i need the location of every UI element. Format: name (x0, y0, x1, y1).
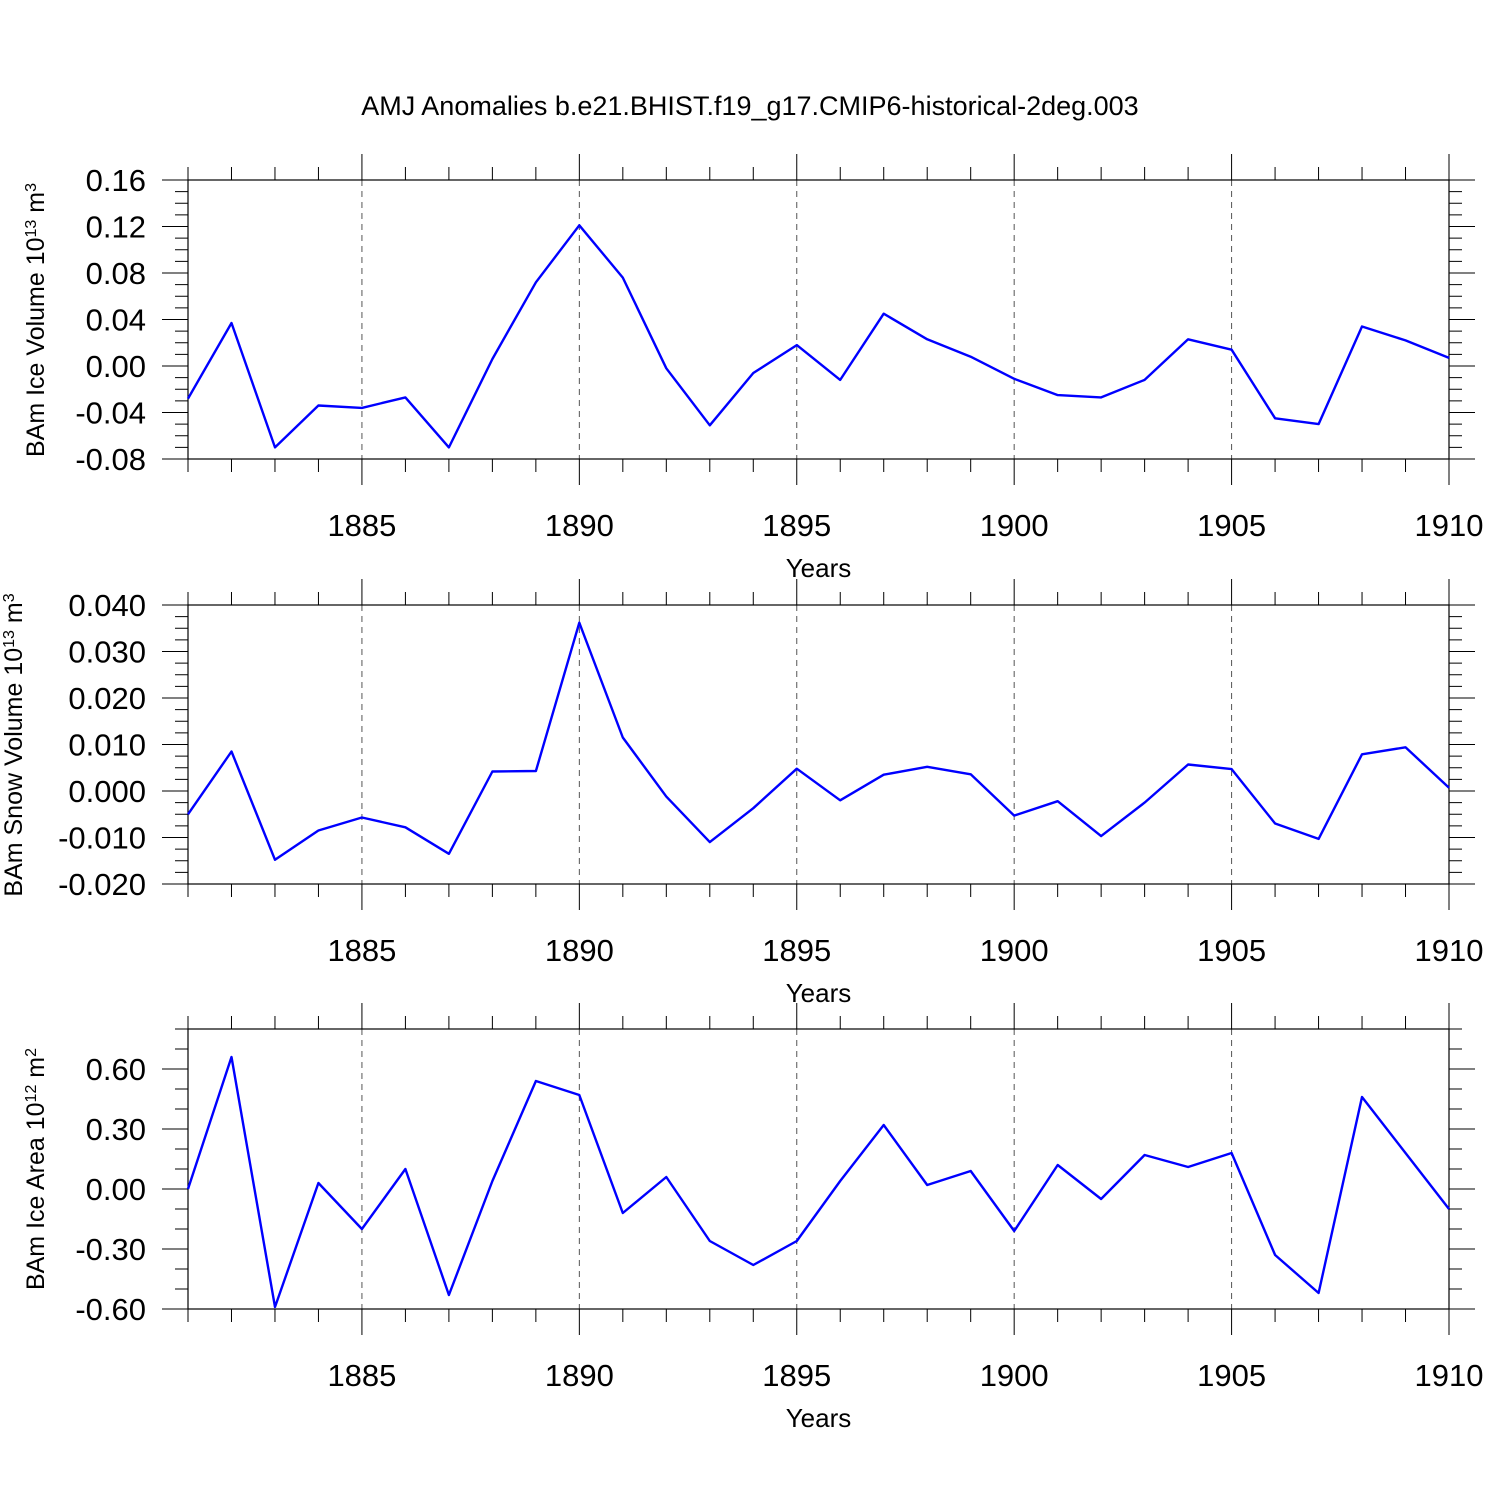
chart-panel-3: 1885 1890 1895 1900 1905 1910 Years -0.60 -0.30 0… (22, 1003, 1483, 1433)
plot-frame (187, 604, 1450, 885)
y-tick-label: 0.08 (86, 256, 146, 291)
y-tick-label: -0.020 (58, 867, 146, 902)
x-axis-label: Years (786, 1403, 852, 1433)
x-tick-label: 1895 (762, 933, 831, 968)
y-tick-label: 0.030 (68, 635, 146, 670)
series-line (186, 1055, 1450, 1309)
x-tick-label: 1905 (1197, 933, 1266, 968)
x-tick-label: 1910 (1415, 508, 1484, 543)
y-tick-label: -0.30 (75, 1232, 146, 1267)
x-tick-label: 1910 (1415, 933, 1484, 968)
x-axis-label: Years (786, 553, 852, 583)
y-tick-label: 0.00 (86, 1172, 146, 1207)
x-tick-label: 1890 (545, 508, 614, 543)
x-tick-label: 1900 (980, 933, 1049, 968)
plot-frame (187, 179, 1450, 460)
y-tick-label: 0.12 (86, 210, 146, 245)
y-axis-label: BAm Ice Volume 1013 m3 (22, 183, 50, 457)
chart-panel-1: 1885 1890 1895 1900 1905 1910 Years -0.08 -0.04 0… (22, 154, 1483, 583)
y-axis-label: BAm Snow Volume 1013 m3 (0, 593, 28, 896)
y-tick-label: -0.04 (75, 396, 146, 431)
y-tick-label: -0.08 (75, 442, 146, 477)
x-tick-label: 1900 (980, 508, 1049, 543)
x-tick-label: 1890 (545, 933, 614, 968)
y-tick-label: 0.010 (68, 728, 146, 763)
y-tick-label: 0.16 (86, 163, 146, 198)
y-tick-label: 0.30 (86, 1112, 146, 1147)
x-tick-label: 1905 (1197, 1358, 1266, 1393)
y-tick-label: -0.60 (75, 1292, 146, 1327)
y-tick-label: 0.040 (68, 588, 146, 623)
chart-panel-2: 1885 1890 1895 1900 1905 1910 Years -0.020 -0.01… (0, 579, 1483, 1008)
x-tick-label: 1895 (762, 508, 831, 543)
y-tick-label: 0.00 (86, 349, 146, 384)
series-line (186, 224, 1450, 449)
y-tick-label: -0.010 (58, 821, 146, 856)
x-tick-label: 1885 (327, 1358, 396, 1393)
x-tick-label: 1905 (1197, 508, 1266, 543)
x-tick-label: 1895 (762, 1358, 831, 1393)
x-axis-label: Years (786, 978, 852, 1008)
x-tick-label: 1900 (980, 1358, 1049, 1393)
panels: 1885 1890 1895 1900 1905 1910 Years -0.08 -0.04 0… (0, 154, 1483, 1433)
y-tick-label: 0.020 (68, 681, 146, 716)
x-tick-label: 1885 (327, 933, 396, 968)
y-axis-label: BAm Ice Area 1012 m2 (22, 1048, 50, 1290)
series-line (187, 621, 1450, 861)
figure-title: AMJ Anomalies b.e21.BHIST.f19_g17.CMIP6-… (361, 91, 1138, 121)
y-tick-label: 0.04 (86, 303, 146, 338)
x-tick-label: 1890 (545, 1358, 614, 1393)
y-tick-label: 0.000 (68, 774, 146, 809)
plot-frame (187, 1028, 1450, 1310)
x-tick-label: 1910 (1415, 1358, 1484, 1393)
y-tick-label: 0.60 (86, 1052, 146, 1087)
x-tick-label: 1885 (327, 508, 396, 543)
